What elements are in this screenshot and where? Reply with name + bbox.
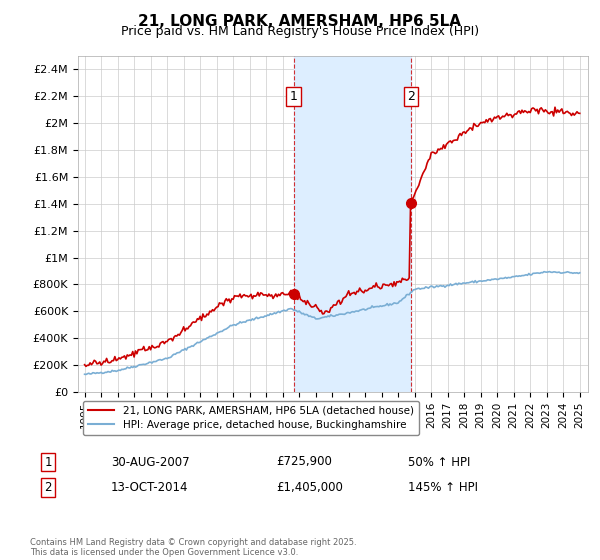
Text: 1: 1 bbox=[44, 455, 52, 469]
Text: 50% ↑ HPI: 50% ↑ HPI bbox=[408, 455, 470, 469]
Text: 2: 2 bbox=[44, 480, 52, 494]
Text: 1: 1 bbox=[290, 90, 298, 103]
Text: Price paid vs. HM Land Registry's House Price Index (HPI): Price paid vs. HM Land Registry's House … bbox=[121, 25, 479, 38]
Text: £725,900: £725,900 bbox=[276, 455, 332, 469]
Text: 13-OCT-2014: 13-OCT-2014 bbox=[111, 480, 188, 494]
Text: Contains HM Land Registry data © Crown copyright and database right 2025.
This d: Contains HM Land Registry data © Crown c… bbox=[30, 538, 356, 557]
Text: £1,405,000: £1,405,000 bbox=[276, 480, 343, 494]
Text: 21, LONG PARK, AMERSHAM, HP6 5LA: 21, LONG PARK, AMERSHAM, HP6 5LA bbox=[139, 14, 461, 29]
Bar bbox=[293, 56, 411, 392]
Text: 2: 2 bbox=[407, 90, 415, 103]
Text: 145% ↑ HPI: 145% ↑ HPI bbox=[408, 480, 478, 494]
Legend: 21, LONG PARK, AMERSHAM, HP6 5LA (detached house), HPI: Average price, detached : 21, LONG PARK, AMERSHAM, HP6 5LA (detach… bbox=[83, 400, 419, 435]
Text: 30-AUG-2007: 30-AUG-2007 bbox=[111, 455, 190, 469]
